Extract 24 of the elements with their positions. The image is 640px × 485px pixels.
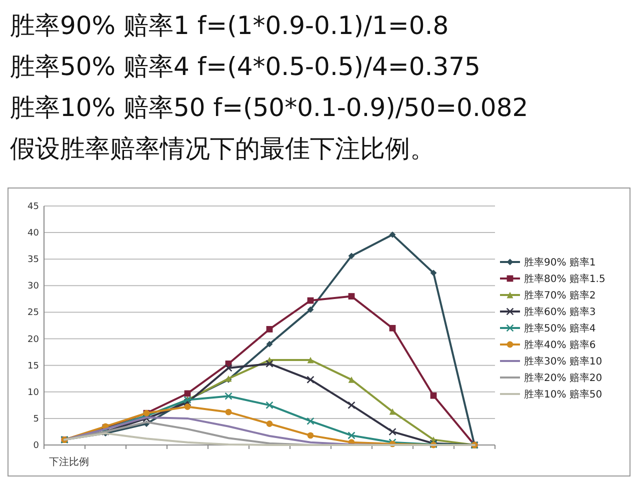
legend-label: 胜率90% 赔率1: [524, 256, 596, 268]
legend-label: 胜率50% 赔率4: [524, 322, 596, 334]
y-tick-label: 20: [28, 334, 40, 345]
y-tick-label: 35: [28, 255, 39, 266]
legend-label: 胜率10% 赔率50: [524, 388, 602, 400]
text: 胜率90% 赔率1 f=(1*0.9-0.1)/1=0.8: [10, 11, 449, 40]
y-tick-label: 45: [28, 202, 39, 212]
text: 胜率10% 赔率50 f=(50*0.1-0.9)/50=0.082: [10, 93, 528, 122]
legend-label: 胜率20% 赔率20: [524, 372, 602, 384]
y-tick-label: 40: [28, 228, 40, 239]
legend-label: 胜率70% 赔率2: [524, 290, 596, 302]
y-tick-label: 15: [28, 361, 39, 372]
y-tick-label: 10: [28, 388, 40, 398]
x-axis-title: 下注比例: [49, 456, 89, 468]
text: 胜率50% 赔率4 f=(4*0.5-0.5)/4=0.375: [10, 52, 480, 81]
text: 假设胜率赔率情况下的最佳下注比例。: [10, 134, 435, 163]
y-tick-label: 30: [28, 282, 40, 292]
legend-label: 胜率40% 赔率6: [524, 339, 596, 351]
legend-label: 胜率80% 赔率1.5: [524, 273, 606, 285]
legend-label: 胜率30% 赔率10: [524, 356, 602, 368]
y-tick-label: 5: [33, 414, 39, 424]
legend-label: 胜率60% 赔率3: [524, 306, 596, 318]
y-tick-label: 25: [28, 308, 39, 318]
y-tick-label: 0: [33, 441, 40, 451]
